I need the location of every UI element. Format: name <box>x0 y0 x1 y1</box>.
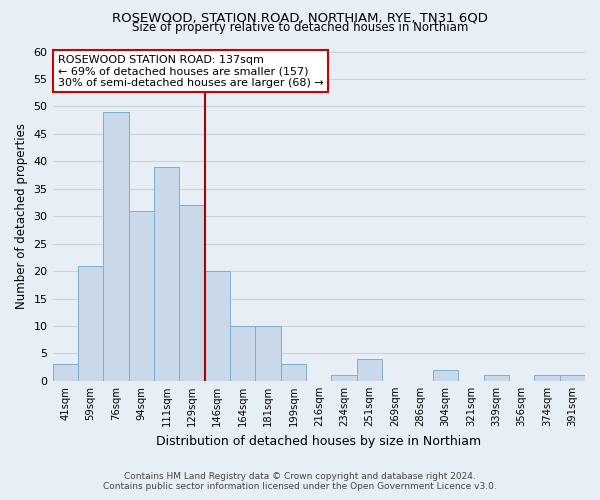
Bar <box>331 376 357 381</box>
Bar <box>179 205 205 381</box>
Bar <box>357 359 382 381</box>
Y-axis label: Number of detached properties: Number of detached properties <box>15 123 28 309</box>
Bar <box>281 364 306 381</box>
Bar <box>560 376 585 381</box>
Bar <box>534 376 560 381</box>
Bar <box>484 376 509 381</box>
Bar <box>205 271 230 381</box>
Bar <box>53 364 78 381</box>
Bar <box>78 266 103 381</box>
Text: ROSEWOOD, STATION ROAD, NORTHIAM, RYE, TN31 6QD: ROSEWOOD, STATION ROAD, NORTHIAM, RYE, T… <box>112 12 488 24</box>
Bar <box>433 370 458 381</box>
Bar <box>103 112 128 381</box>
X-axis label: Distribution of detached houses by size in Northiam: Distribution of detached houses by size … <box>156 434 481 448</box>
Bar <box>230 326 256 381</box>
Bar <box>256 326 281 381</box>
Text: ROSEWOOD STATION ROAD: 137sqm
← 69% of detached houses are smaller (157)
30% of : ROSEWOOD STATION ROAD: 137sqm ← 69% of d… <box>58 55 323 88</box>
Bar <box>154 167 179 381</box>
Text: Contains HM Land Registry data © Crown copyright and database right 2024.
Contai: Contains HM Land Registry data © Crown c… <box>103 472 497 491</box>
Text: Size of property relative to detached houses in Northiam: Size of property relative to detached ho… <box>132 22 468 35</box>
Bar <box>128 210 154 381</box>
